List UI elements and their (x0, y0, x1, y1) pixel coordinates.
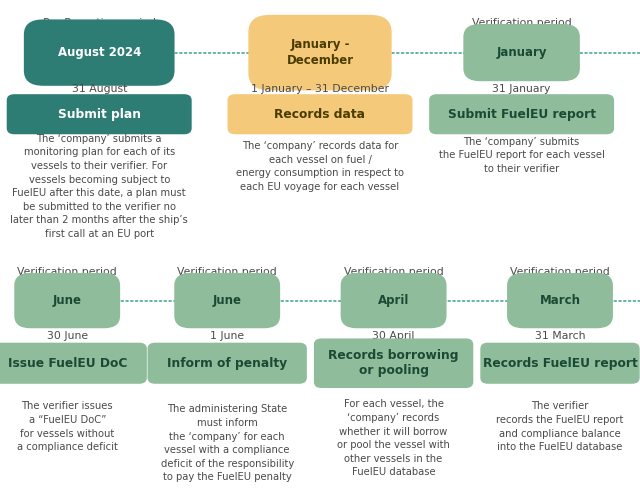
Text: The verifier
records the FuelEU report
and compliance balance
into the FuelEU da: The verifier records the FuelEU report a… (496, 401, 624, 452)
Text: The verifier issues
a “FuelEU DoC”
for vessels without
a compliance deficit: The verifier issues a “FuelEU DoC” for v… (17, 401, 118, 452)
Text: 30 June: 30 June (47, 331, 88, 341)
Text: The ‘company’ submits
the FuelEU report for each vessel
to their verifier: The ‘company’ submits the FuelEU report … (438, 137, 605, 174)
FancyBboxPatch shape (340, 273, 447, 328)
Text: August 2024: August 2024 (58, 46, 141, 59)
Text: Submit plan: Submit plan (58, 108, 141, 121)
FancyBboxPatch shape (228, 94, 413, 134)
Text: 31 August: 31 August (72, 84, 127, 94)
FancyBboxPatch shape (248, 15, 392, 90)
Text: Verification period: Verification period (177, 267, 277, 277)
Text: Reporting period: Reporting period (274, 18, 366, 28)
FancyBboxPatch shape (24, 20, 175, 86)
FancyBboxPatch shape (480, 343, 640, 384)
Text: Records FuelEU report: Records FuelEU report (483, 357, 637, 370)
FancyBboxPatch shape (314, 339, 474, 388)
Text: 31 January: 31 January (492, 84, 551, 94)
Text: The ‘company’ records data for
each vessel on fuel /
energy consumption in respe: The ‘company’ records data for each vess… (236, 141, 404, 192)
Text: January -
December: January - December (287, 39, 353, 67)
FancyBboxPatch shape (174, 273, 280, 328)
FancyBboxPatch shape (14, 273, 120, 328)
Text: January: January (497, 46, 547, 59)
FancyBboxPatch shape (507, 273, 613, 328)
Text: 30 April: 30 April (372, 331, 415, 341)
FancyBboxPatch shape (147, 343, 307, 384)
Text: Records borrowing
or pooling: Records borrowing or pooling (328, 349, 459, 377)
Text: Verification period: Verification period (17, 267, 117, 277)
Text: Verification period: Verification period (472, 18, 572, 28)
Text: For each vessel, the
‘company’ records
whether it will borrow
or pool the vessel: For each vessel, the ‘company’ records w… (337, 399, 450, 477)
Text: Pre-Reporting period: Pre-Reporting period (43, 18, 156, 28)
Text: Verification period: Verification period (510, 267, 610, 277)
Text: March: March (540, 294, 580, 307)
Text: April: April (378, 294, 410, 307)
FancyBboxPatch shape (0, 343, 147, 384)
Text: Inform of penalty: Inform of penalty (167, 357, 287, 370)
Text: June: June (212, 294, 242, 307)
Text: June: June (52, 294, 82, 307)
Text: Issue FuelEU DoC: Issue FuelEU DoC (8, 357, 127, 370)
Text: Records data: Records data (275, 108, 365, 121)
Text: The administering State
must inform
the ‘company’ for each
vessel with a complia: The administering State must inform the … (161, 404, 294, 482)
Text: 1 January – 31 December: 1 January – 31 December (251, 84, 389, 94)
FancyBboxPatch shape (429, 94, 614, 134)
Text: 31 March: 31 March (535, 331, 585, 341)
Text: 1 June: 1 June (210, 331, 244, 341)
FancyBboxPatch shape (6, 94, 192, 134)
Text: Submit FuelEU report: Submit FuelEU report (447, 108, 596, 121)
Text: Verification period: Verification period (344, 267, 444, 277)
Text: The ‘company’ submits a
monitoring plan for each of its
vessels to their verifie: The ‘company’ submits a monitoring plan … (10, 134, 188, 239)
FancyBboxPatch shape (463, 24, 580, 81)
